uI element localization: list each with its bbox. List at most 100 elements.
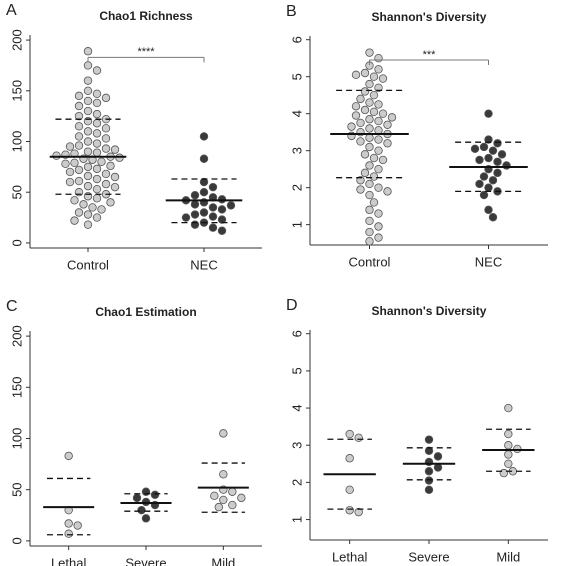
data-point: [378, 155, 388, 165]
data-point: [369, 107, 379, 117]
data-point: [374, 209, 383, 218]
data-point: [488, 213, 498, 222]
data-point: [360, 150, 370, 159]
panel-label: B: [286, 3, 297, 20]
data-point: [374, 135, 383, 144]
data-point: [365, 227, 374, 237]
data-point: [351, 70, 361, 80]
data-point: [137, 505, 146, 515]
data-point: [210, 491, 219, 501]
data-point: [199, 208, 209, 217]
data-point: [356, 137, 365, 146]
x-tick-label: Severe: [125, 555, 166, 566]
panel-label: A: [6, 2, 17, 19]
data-point: [141, 497, 151, 507]
data-point: [433, 463, 443, 472]
data-point: [208, 223, 218, 232]
data-point: [92, 66, 102, 75]
data-point: [92, 213, 102, 222]
data-point: [369, 72, 379, 81]
data-point: [83, 137, 93, 146]
data-point: [74, 176, 84, 186]
y-tick-label: 50: [9, 482, 24, 496]
data-point: [74, 91, 84, 101]
y-tick-label: 4: [289, 110, 304, 117]
data-point: [374, 53, 383, 63]
data-point: [424, 485, 434, 495]
data-point: [424, 467, 434, 476]
data-point: [504, 459, 513, 469]
data-point: [484, 153, 493, 163]
y-tick-label: 3: [289, 442, 304, 449]
data-point: [374, 100, 383, 109]
data-point: [64, 519, 73, 528]
data-point: [378, 109, 388, 118]
data-point: [374, 146, 383, 155]
data-point: [424, 446, 434, 455]
data-point: [74, 208, 84, 217]
y-tick-label: 150: [9, 376, 24, 398]
data-point: [374, 183, 383, 192]
data-point: [484, 205, 493, 215]
data-point: [360, 168, 370, 178]
data-point: [360, 68, 370, 78]
data-point: [488, 146, 498, 155]
data-point: [83, 106, 93, 116]
data-point: [74, 122, 84, 131]
data-point: [92, 119, 102, 128]
data-point: [360, 87, 370, 96]
data-point: [493, 157, 502, 166]
chart-title: Shannon's Diversity: [372, 10, 487, 24]
data-point: [141, 514, 151, 523]
data-point: [374, 116, 383, 126]
y-tick-label: 0: [9, 537, 24, 544]
data-point: [365, 216, 374, 226]
data-point: [365, 98, 374, 107]
data-point: [92, 194, 102, 203]
data-point: [74, 101, 84, 111]
data-point: [488, 176, 498, 185]
data-point: [504, 450, 513, 459]
data-point: [97, 157, 106, 166]
data-point: [106, 161, 115, 171]
data-point: [92, 174, 102, 184]
data-point: [101, 179, 111, 189]
data-point: [365, 179, 374, 189]
data-point: [106, 198, 115, 207]
data-point: [73, 521, 82, 530]
data-point: [237, 493, 246, 503]
data-point: [475, 155, 484, 165]
data-point: [199, 177, 209, 187]
data-point: [65, 142, 75, 151]
data-point: [356, 118, 365, 128]
data-point: [493, 168, 502, 178]
data-point: [110, 182, 120, 192]
x-tick-label: NEC: [475, 254, 502, 269]
x-tick-label: Mild: [211, 555, 235, 566]
data-point: [70, 216, 79, 225]
data-point: [92, 139, 102, 148]
data-point: [470, 144, 480, 154]
data-point: [214, 502, 224, 512]
data-point: [504, 429, 513, 439]
y-tick-label: 200: [9, 325, 24, 347]
y-tick-label: 100: [9, 428, 24, 450]
data-point: [383, 187, 392, 196]
data-point: [369, 90, 379, 100]
data-point: [97, 205, 106, 214]
data-point: [374, 83, 383, 92]
x-tick-label: Lethal: [51, 555, 87, 566]
x-tick-label: Severe: [408, 549, 449, 564]
data-point: [369, 198, 379, 207]
y-tick-label: 2: [289, 184, 304, 191]
data-point: [374, 164, 383, 174]
data-point: [497, 150, 507, 159]
data-point: [92, 89, 102, 99]
y-tick-label: 1: [289, 221, 304, 228]
data-point: [484, 135, 493, 144]
data-point: [504, 403, 513, 413]
data-point: [226, 201, 236, 210]
data-point: [92, 184, 102, 194]
y-tick-label: 5: [289, 367, 304, 374]
data-point: [504, 441, 513, 450]
